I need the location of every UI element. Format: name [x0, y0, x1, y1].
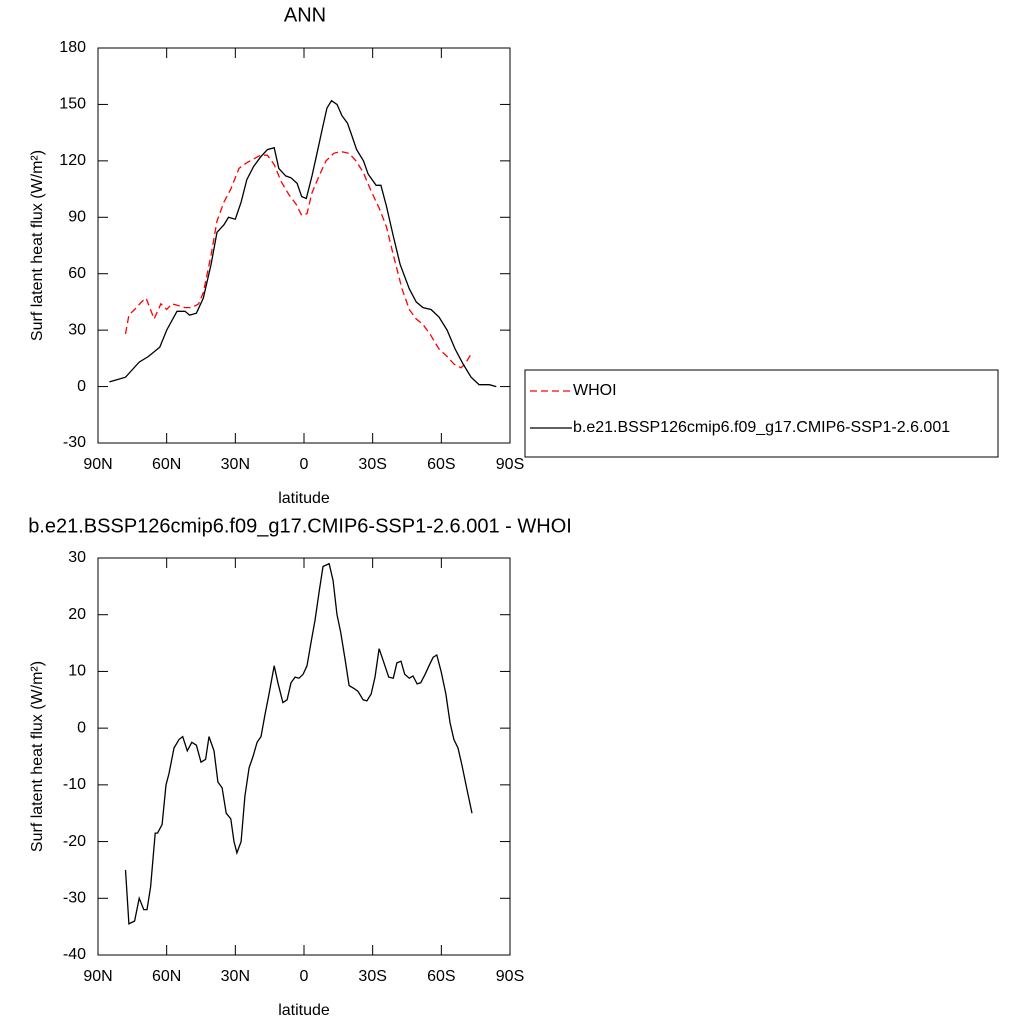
y-tick-label: 10	[68, 663, 86, 680]
y-tick-label: -40	[63, 946, 86, 963]
y-tick-label: 30	[68, 321, 86, 338]
x-tick-label: 0	[300, 968, 309, 985]
chart-title: b.e21.BSSP126cmip6.f09_g17.CMIP6-SSP1-2.…	[28, 515, 572, 537]
x-axis-label: latitude	[278, 490, 330, 507]
x-tick-label: 60N	[152, 456, 181, 473]
x-tick-label: 60S	[427, 968, 455, 985]
y-tick-label: 20	[68, 606, 86, 623]
line-series	[124, 150, 473, 369]
plot-frame	[97, 557, 511, 956]
y-tick-label: 0	[77, 378, 86, 395]
y-tick-label: -20	[63, 833, 86, 850]
x-axis-label: latitude	[278, 1002, 330, 1019]
x-tick-label: 90S	[496, 456, 524, 473]
line-series	[124, 562, 473, 925]
x-tick-label: 90N	[83, 968, 112, 985]
y-tick-label: 180	[59, 39, 86, 56]
y-axis-label: Surf latent heat flux (W/m²)	[29, 150, 46, 341]
plot-frame	[97, 47, 511, 444]
x-tick-label: 90N	[83, 456, 112, 473]
y-tick-label: 0	[77, 719, 86, 736]
y-tick-label: 60	[68, 265, 86, 282]
x-tick-label: 30N	[221, 456, 250, 473]
legend-box	[524, 369, 999, 458]
x-tick-label: 30N	[221, 968, 250, 985]
x-tick-label: 90S	[496, 968, 524, 985]
y-tick-label: 150	[59, 96, 86, 113]
legend-label: b.e21.BSSP126cmip6.f09_g17.CMIP6-SSP1-2.…	[573, 419, 950, 436]
y-tick-label: 30	[68, 549, 86, 566]
legend-label: WHOI	[573, 382, 617, 399]
y-tick-label: 120	[59, 152, 86, 169]
y-tick-label: -10	[63, 776, 86, 793]
x-tick-label: 30S	[358, 456, 386, 473]
y-tick-label: -30	[63, 434, 86, 451]
line-series	[109, 99, 497, 388]
x-tick-label: 0	[300, 456, 309, 473]
x-tick-label: 30S	[358, 968, 386, 985]
x-tick-label: 60S	[427, 456, 455, 473]
y-tick-label: 90	[68, 209, 86, 226]
chart-title: ANN	[284, 4, 326, 26]
x-tick-label: 60N	[152, 968, 181, 985]
y-axis-label: Surf latent heat flux (W/m²)	[29, 661, 46, 852]
y-tick-label: -30	[63, 890, 86, 907]
